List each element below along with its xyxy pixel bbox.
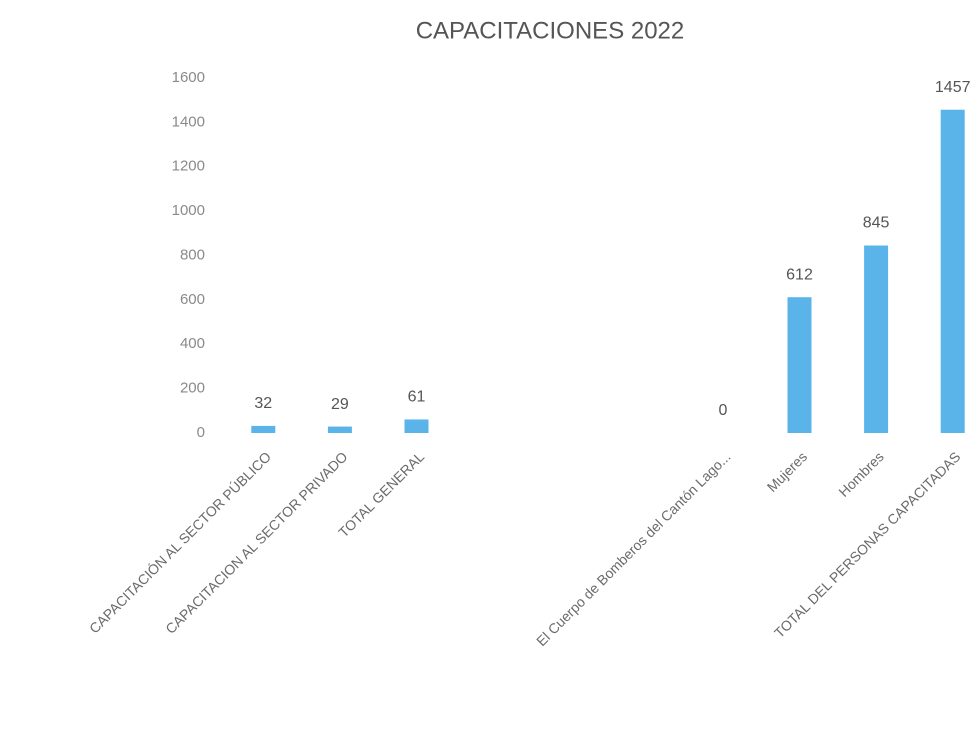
y-tick-label: 600 bbox=[180, 291, 205, 308]
data-label: 0 bbox=[718, 402, 727, 419]
bar bbox=[864, 245, 889, 433]
y-tick-label: 1000 bbox=[172, 202, 205, 219]
bar bbox=[251, 425, 276, 433]
bar bbox=[787, 297, 812, 433]
data-label: 32 bbox=[254, 395, 272, 412]
x-tick-label: TOTAL GENERAL bbox=[335, 448, 427, 540]
data-label: 29 bbox=[331, 396, 349, 413]
y-tick-label: 800 bbox=[180, 246, 205, 263]
data-label: 61 bbox=[408, 389, 426, 406]
data-label: 612 bbox=[786, 266, 813, 283]
y-tick-label: 200 bbox=[180, 380, 205, 397]
data-label: 1457 bbox=[935, 79, 971, 96]
x-tick-label: Hombres bbox=[835, 448, 886, 499]
y-tick-label: 1600 bbox=[172, 69, 205, 86]
y-tick-label: 400 bbox=[180, 335, 205, 352]
bar bbox=[404, 419, 429, 433]
data-label: 845 bbox=[863, 215, 890, 232]
y-tick-label: 1200 bbox=[172, 158, 205, 175]
y-tick-label: 1400 bbox=[172, 113, 205, 130]
x-tick-label: El Cuerpo de Bomberos del Cantón Lago... bbox=[533, 448, 734, 649]
bar bbox=[940, 109, 965, 434]
y-tick-label: 0 bbox=[197, 424, 205, 441]
chart-title: CAPACITACIONES 2022 bbox=[416, 17, 685, 44]
x-tick-label: Mujeres bbox=[764, 448, 811, 495]
bar bbox=[327, 426, 352, 433]
